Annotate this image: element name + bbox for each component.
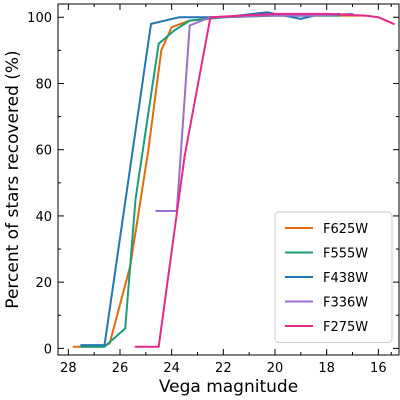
x-tick-label: 20	[267, 361, 284, 376]
legend-label-f275w: F275W	[323, 320, 368, 335]
x-axis-label: Vega magnitude	[159, 377, 298, 397]
x-tick-label: 26	[112, 361, 129, 376]
series-line-f275w	[134, 12, 395, 348]
x-tick-label: 28	[60, 361, 77, 376]
y-tick-labels: 0 20 40 60 80 100	[27, 11, 52, 357]
y-tick-label: 20	[35, 276, 52, 291]
legend-box	[274, 211, 393, 343]
x-tick-label: 22	[215, 361, 232, 376]
tick-layer	[58, 4, 399, 355]
legend-label-f438w: F438W	[323, 271, 368, 286]
series-line-f336w	[155, 12, 354, 212]
y-tick-label: 40	[35, 210, 52, 225]
y-tick-label: 60	[35, 144, 52, 159]
y-tick-label: 80	[35, 77, 52, 92]
legend-label-f336w: F336W	[323, 296, 368, 311]
x-tick-label: 16	[370, 361, 387, 376]
y-tick-label: 0	[44, 342, 52, 357]
x-tick-labels: 28 26 24 22 20 18 16	[60, 361, 387, 376]
legend-label-f625w: F625W	[323, 222, 368, 237]
y-axis-label: Percent of stars recovered (%)	[3, 50, 23, 308]
x-tick-label: 24	[163, 361, 180, 376]
legend-label-f555w: F555W	[323, 247, 368, 262]
legend: F625W F555W F438W F336W F275W	[274, 211, 393, 343]
x-tick-label: 18	[318, 361, 335, 376]
y-tick-label: 100	[27, 11, 52, 26]
plot-frame	[57, 3, 400, 356]
series-layer	[72, 11, 395, 348]
